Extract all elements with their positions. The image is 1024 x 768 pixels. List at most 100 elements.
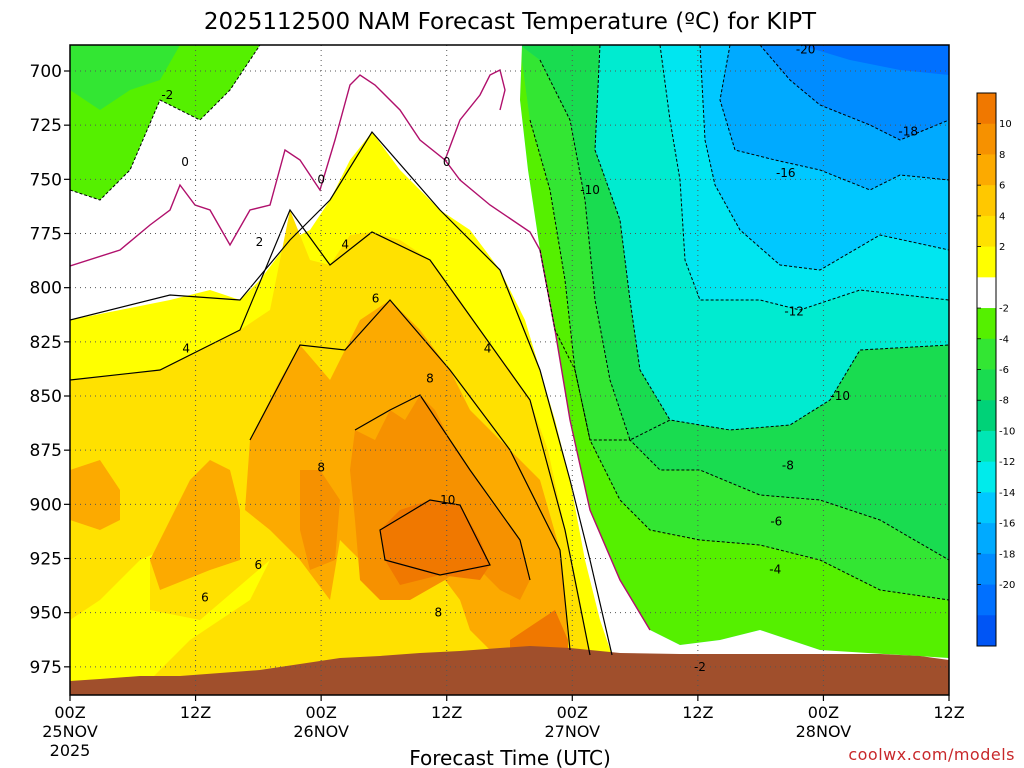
contour-label: 4 (341, 237, 349, 251)
isotherm-minus-4-line (539, 249, 949, 601)
x-tick-date: 28NOV (796, 722, 852, 741)
contour-label: 6 (372, 292, 380, 306)
x-tick-label: 00Z (808, 703, 839, 722)
isotherm-six-line (249, 299, 571, 651)
x-tick-label: 12Z (682, 703, 713, 722)
contour-label: 0 (443, 155, 451, 169)
colorbar-label: -8 (999, 396, 1009, 407)
region-minus-22 (800, 45, 949, 75)
chart-title: 2025112500 NAM Forecast Temperature (ºC)… (204, 9, 817, 35)
contour-label: 0 (181, 155, 189, 169)
contour-label: -16 (776, 166, 796, 180)
contour-label: 8 (426, 372, 434, 386)
isotherm-ten-line (379, 499, 491, 576)
colorbar-swatch (977, 615, 996, 647)
y-tick-label: 850 (30, 387, 62, 407)
contour-label: -4 (769, 562, 781, 576)
contour-fill (70, 45, 949, 695)
region-plus-10 (380, 500, 568, 650)
contour-label: -18 (898, 125, 918, 139)
contour-label: 4 (182, 341, 190, 355)
x-tick-label: 12Z (933, 703, 964, 722)
contour-label: 2 (256, 235, 264, 249)
isotherm-zero-line (70, 74, 541, 267)
y-tick-label: 950 (30, 604, 62, 624)
colorbar-label: -6 (999, 365, 1009, 376)
isotherm-four-line (70, 208, 591, 656)
colorbar-swatch (977, 492, 996, 524)
isotherm-minus-18-line (719, 45, 949, 191)
region-minus-4 (520, 45, 949, 658)
colorbar-swatch (977, 461, 996, 493)
y-tick-label: 825 (30, 333, 62, 353)
colorbar-swatch (977, 308, 996, 340)
region-minus-4-left (70, 45, 180, 110)
y-tick-label: 725 (30, 116, 62, 136)
y-tick-label: 975 (30, 658, 62, 678)
contour-label: -8 (782, 458, 794, 472)
x-tick-date: 26NOV (293, 722, 349, 741)
contour-lines (70, 45, 949, 656)
y-tick-label: 700 (30, 62, 62, 82)
contour-label: 4 (484, 341, 492, 355)
x-tick-label: 12Z (180, 703, 211, 722)
contour-label: 10 (440, 493, 455, 507)
colorbar-swatch (977, 246, 996, 278)
isotherm-minus-8-line (539, 59, 949, 441)
colorbar-label: -16 (999, 519, 1015, 530)
contour-label: 8 (317, 461, 325, 475)
colorbar-swatch (977, 553, 996, 586)
colorbar-swatch (977, 430, 996, 463)
colorbar-swatch (977, 338, 996, 370)
colorbar-swatch (977, 154, 996, 186)
y-tick-label: 900 (30, 495, 62, 515)
credit-link[interactable]: coolwx.com/models (848, 745, 1015, 764)
colorbar-swatch (977, 123, 996, 155)
isotherm-minus-6-line (529, 119, 949, 561)
region-minus-6 (520, 45, 949, 600)
colorbar-label: 10 (999, 119, 1012, 130)
y-tick-label: 925 (30, 550, 62, 570)
y-axis: 700 725 750 775 800 825 850 875 900 925 950 975 (30, 62, 70, 678)
isotherm-minus-16-line (699, 45, 949, 271)
isotherm-eight-line (354, 394, 531, 581)
x-tick-date: 25NOV (42, 722, 98, 741)
colorbar-label: 8 (999, 150, 1005, 161)
x-tick-label: 00Z (305, 703, 336, 722)
isotherm-minus-2-left-line (70, 45, 261, 201)
colorbar-swatch (977, 584, 996, 616)
colorbar-label: -4 (999, 334, 1009, 345)
x-axis-label: Forecast Time (UTC) (409, 746, 611, 768)
contour-label: -6 (770, 515, 782, 529)
colorbar-swatch (977, 523, 996, 555)
contour-label: -12 (784, 305, 804, 319)
colorbar-label: -12 (999, 457, 1015, 468)
y-tick-label: 875 (30, 441, 62, 461)
colorbar-swatch (977, 369, 996, 401)
isotherm-minus-20-line (759, 45, 949, 141)
colorbar-label: -10 (999, 426, 1015, 437)
contour-label: 8 (435, 606, 443, 620)
contour-label: -20 (796, 42, 816, 56)
isotherm-two-line (70, 130, 613, 656)
contour-label: 6 (201, 591, 209, 605)
contour-label: 6 (255, 558, 263, 572)
isotherm-minus-12-line (594, 45, 671, 421)
colorbar-label: -20 (999, 580, 1015, 591)
colorbar-swatch (977, 277, 996, 309)
x-tick-label: 00Z (557, 703, 588, 722)
y-tick-label: 775 (30, 225, 62, 245)
isotherm-minus-14-line (659, 45, 949, 311)
contour-label: 0 (317, 172, 325, 186)
colorbar-label: -2 (999, 304, 1009, 315)
colorbar-label: 6 (999, 181, 1005, 192)
contour-label: -2 (694, 660, 706, 674)
x-tick-date: 27NOV (544, 722, 600, 741)
colorbar: 10 8 6 4 2 -2 -4 -6 -8 -10 -12 -14 -16 -18 -20 (976, 92, 1015, 647)
colorbar-swatch (977, 93, 996, 125)
plot-frame (69, 44, 950, 696)
y-tick-label: 800 (30, 279, 62, 299)
colorbar-swatch (977, 215, 996, 248)
